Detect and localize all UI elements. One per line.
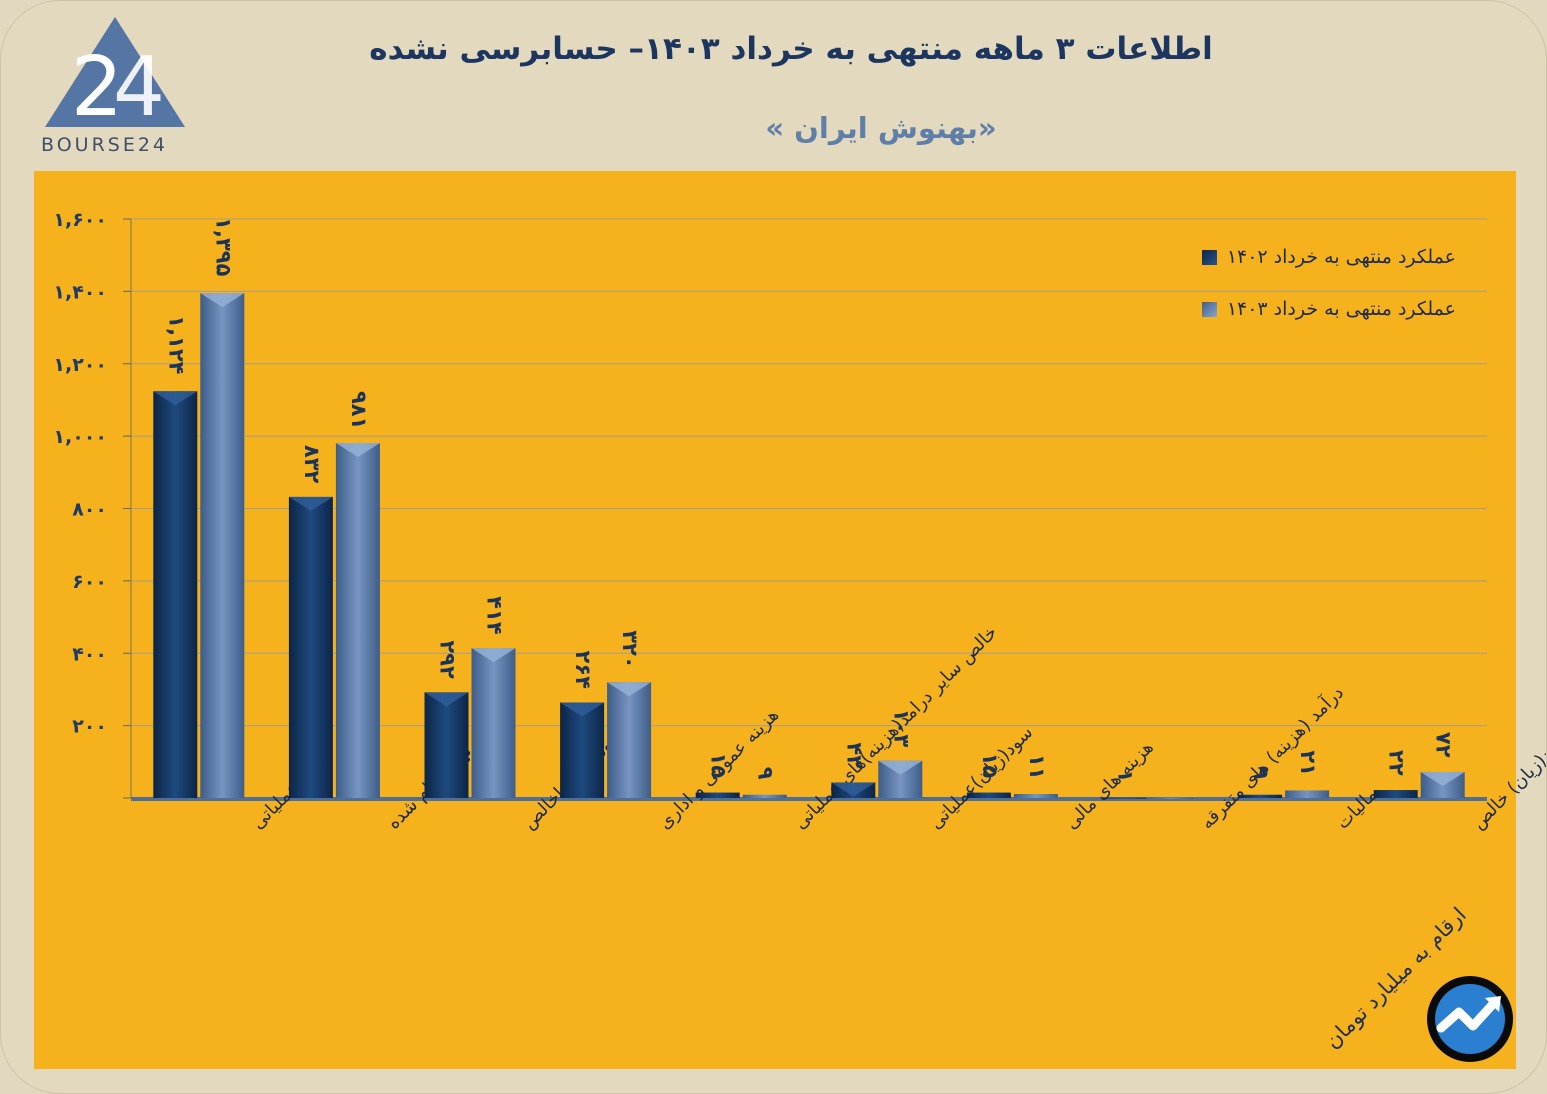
trend-arrow-icon	[1427, 976, 1513, 1062]
chart-title: اطلاعات ۳ ماهه منتهی به خرداد ۱۴۰۳– حساب…	[369, 31, 1213, 67]
legend-item-1403: عملکرد منتهی به خرداد ۱۴۰۳	[1201, 298, 1456, 320]
svg-text:2: 2	[71, 40, 123, 135]
data-label: ۲۲	[1385, 750, 1409, 776]
bar-1402	[1102, 797, 1147, 799]
bar-1402	[1373, 790, 1418, 798]
bar-bevel	[335, 443, 380, 458]
bar-1403	[607, 682, 652, 798]
svg-text:4: 4	[113, 40, 165, 135]
legend-swatch-1403	[1201, 301, 1217, 317]
bar-1402	[1238, 794, 1283, 798]
y-tick-label: ۱,۴۰۰	[53, 281, 107, 303]
y-tick-label: ۱,۰۰۰	[53, 426, 107, 448]
bar-1403	[1013, 794, 1058, 798]
legend-swatch-1402	[1201, 249, 1217, 265]
bar-1403	[471, 648, 516, 798]
data-label: ۲۶۴	[571, 650, 595, 689]
bar-bevel	[288, 496, 333, 511]
y-tick-label: ۲۰۰	[72, 716, 107, 738]
bar-bevel	[424, 692, 469, 707]
data-label: ۱۱	[1025, 754, 1049, 780]
data-label: ۱۵	[707, 753, 731, 779]
data-label: ۸۳۲	[300, 445, 324, 484]
x-axis	[131, 797, 1487, 801]
bar-1402	[966, 792, 1011, 798]
bar-1403	[1149, 797, 1194, 799]
bar-1403	[200, 293, 245, 798]
data-label: ۴۳	[842, 742, 866, 768]
company-name: «بهنوش ایران »	[765, 111, 997, 145]
data-label: ۱۵	[978, 753, 1002, 779]
y-tick-label: ۸۰۰	[72, 499, 107, 521]
data-label: ۲۱	[1296, 750, 1320, 776]
bar-bevel	[1420, 771, 1465, 786]
triangle-24-logo-icon: 2 4	[45, 17, 185, 135]
data-label: ۹۸۱	[347, 391, 371, 429]
data-label: ۹	[1249, 767, 1273, 780]
bar-1402	[288, 496, 333, 798]
bar-bevel	[200, 293, 245, 308]
bar-1402	[560, 702, 605, 798]
y-tick-label: ۴۰۰	[72, 643, 107, 665]
data-label: ۷۲	[1432, 732, 1456, 758]
bar-bevel	[831, 782, 876, 797]
bar-bevel	[878, 760, 923, 775]
y-tick-label: ۶۰۰	[72, 571, 107, 593]
bar-1402	[695, 792, 740, 798]
legend-item-1402: عملکرد منتهی به خرداد ۱۴۰۲	[1201, 246, 1456, 268]
data-label: ۱	[1114, 770, 1138, 783]
bar-1403	[335, 443, 380, 798]
data-label: ۳۲۰	[618, 630, 642, 668]
data-label: ۲۹۲	[436, 640, 460, 679]
bar-bevel	[560, 702, 605, 717]
data-label: ۴۱۴	[483, 596, 507, 635]
data-label: ۱,۳۹۵	[211, 217, 235, 276]
data-label: ۹	[754, 767, 778, 780]
chart-panel	[34, 171, 1516, 1069]
bar-1403	[742, 794, 787, 798]
bar-1402	[424, 692, 469, 798]
bar-bevel	[607, 682, 652, 697]
bar-bevel	[471, 648, 516, 663]
legend-label-1402: عملکرد منتهی به خرداد ۱۴۰۲	[1226, 246, 1456, 268]
data-label: ۱,۱۲۴	[164, 315, 188, 374]
bar-1403	[1285, 790, 1330, 798]
data-label: ۱۰۳	[889, 709, 913, 748]
bar-bevel	[153, 391, 198, 406]
logo-text: BOURSE24	[41, 134, 169, 156]
legend-label-1403: عملکرد منتهی به خرداد ۱۴۰۳	[1226, 298, 1456, 320]
y-tick-label: ۱,۲۰۰	[53, 354, 107, 376]
bar-1402	[153, 391, 198, 798]
y-tick-label: ۱,۶۰۰	[53, 209, 107, 231]
